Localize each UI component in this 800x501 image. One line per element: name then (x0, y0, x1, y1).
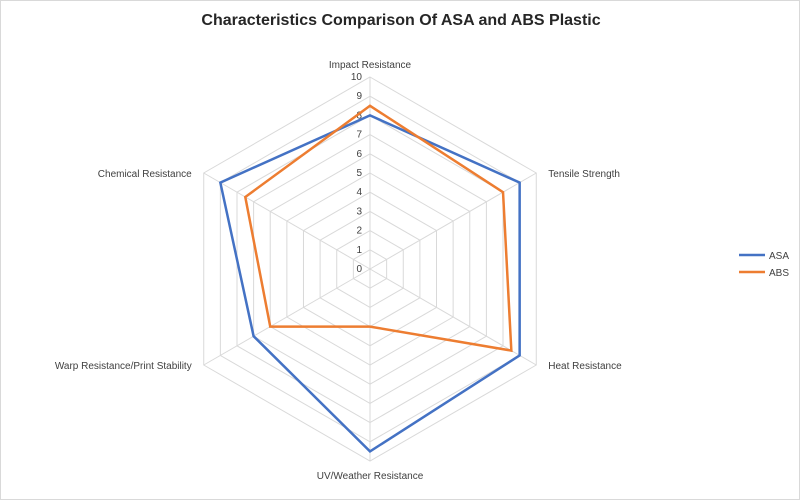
spoke-line (203, 172, 371, 270)
category-label: Heat Resistance (548, 361, 622, 372)
tick-label: 8 (356, 110, 362, 121)
category-label: UV/Weather Resistance (317, 471, 424, 482)
series-line-asa (218, 114, 521, 453)
spoke-line (203, 268, 371, 366)
tick-label: 4 (356, 187, 362, 198)
category-label: Tensile Strength (548, 169, 620, 180)
legend: ASA ABS (739, 251, 789, 279)
radial-tick-labels: 0 1 2 3 4 5 6 7 8 9 10 (351, 72, 363, 275)
spoke-line (369, 172, 537, 270)
series-line-abs (243, 104, 513, 353)
category-label: Impact Resistance (329, 60, 412, 71)
tick-label: 0 (356, 264, 362, 275)
tick-label: 3 (356, 206, 362, 217)
tick-label: 6 (356, 149, 362, 160)
series-layer (218, 104, 521, 453)
chart-title: Characteristics Comparison Of ASA and AB… (201, 12, 600, 29)
category-labels: Impact Resistance Tensile Strength Heat Re… (55, 60, 622, 482)
legend-label: ASA (769, 251, 789, 262)
tick-label: 5 (356, 168, 362, 179)
tick-label: 2 (356, 226, 362, 237)
tick-label: 10 (351, 72, 363, 83)
tick-label: 1 (356, 245, 362, 256)
category-label: Chemical Resistance (98, 169, 192, 180)
tick-label: 9 (356, 91, 362, 102)
legend-label: ABS (769, 268, 789, 279)
category-label: Warp Resistance/Print Stability (55, 361, 192, 372)
radar-grid (203, 76, 537, 462)
tick-label: 7 (356, 130, 362, 141)
